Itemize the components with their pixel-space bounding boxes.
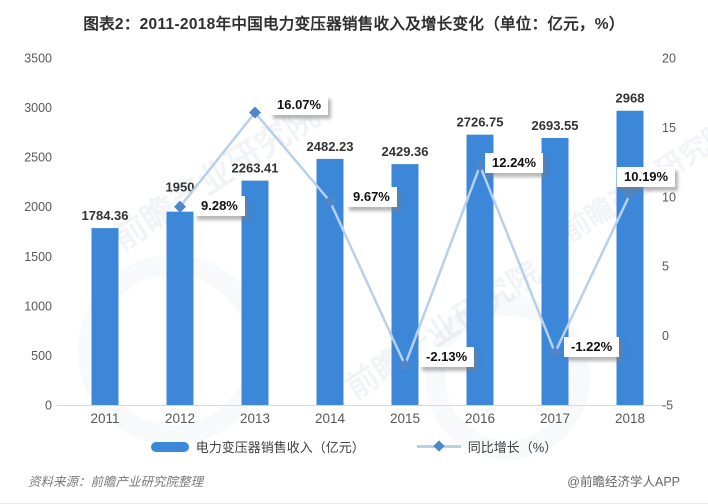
credit-text: @前瞻经济学人APP (567, 475, 680, 489)
right-axis-tick: 0 (662, 329, 669, 343)
legend-label-growth: 同比增长（%） (467, 440, 558, 455)
line-series-swatch (416, 439, 461, 452)
x-axis-label-2017: 2017 (540, 411, 570, 426)
bar-2012 (166, 211, 194, 405)
bar-2013 (241, 180, 269, 405)
x-axis-label-2011: 2011 (90, 411, 119, 426)
bar-value-label-2012: 1950 (166, 180, 195, 195)
bar-value-label-2016: 2726.75 (457, 115, 504, 130)
x-axis-label-2014: 2014 (315, 411, 346, 426)
left-axis-tick: 2500 (24, 151, 52, 165)
left-axis-tick: 3500 (24, 52, 52, 66)
bar-2011 (91, 228, 119, 405)
chart-legend: 电力变压器销售收入（亿元） 同比增长（%） (0, 437, 708, 456)
left-axis-tick: 1000 (24, 299, 52, 313)
growth-label-2016: 12.24% (485, 152, 544, 173)
bar-value-label-2017: 2693.55 (532, 118, 579, 133)
growth-label-2018: 10.19% (617, 167, 676, 188)
bar-value-label-2018: 2968 (616, 91, 645, 106)
chart-title: 图表2：2011-2018年中国电力变压器销售收入及增长变化（单位：亿元，%） (83, 16, 625, 33)
growth-marker (399, 359, 411, 372)
footer: 资料来源：前瞻产业研究院整理 @前瞻经济学人APP (0, 471, 708, 490)
growth-marker (624, 188, 636, 201)
left-axis-tick: 2000 (24, 200, 52, 214)
source-text: 资料来源：前瞻产业研究院整理 (28, 475, 204, 489)
growth-marker (549, 346, 561, 359)
x-axis-label-2013: 2013 (240, 411, 270, 426)
bar-2018 (616, 110, 644, 405)
left-axis-tick: 0 (45, 399, 52, 413)
growth-label-2017: -1.22% (564, 336, 620, 357)
x-axis-label-2016: 2016 (465, 411, 495, 426)
growth-label-2015: -2.13% (419, 347, 475, 368)
growth-label-2012: 9.28% (194, 195, 245, 216)
growth-marker (249, 106, 261, 119)
right-axis-tick: 5 (662, 260, 669, 274)
bar-value-label-2014: 2482.23 (307, 139, 354, 154)
growth-marker (174, 200, 186, 213)
legend-item-growth: 同比增长（%） (416, 437, 558, 456)
x-axis-label-2015: 2015 (390, 411, 420, 426)
diamond-marker-icon (433, 439, 445, 452)
left-axis-tick: 1500 (24, 250, 52, 264)
right-axis-tick: 10 (662, 190, 676, 204)
growth-label-2013: 16.07% (270, 94, 329, 115)
left-axis-tick: 3000 (24, 101, 52, 115)
left-axis-tick: 500 (31, 349, 52, 363)
legend-label-revenue: 电力变压器销售收入（亿元） (195, 440, 365, 455)
bar-series-swatch (150, 441, 189, 452)
right-axis-tick: -5 (662, 399, 673, 413)
bar-value-label-2015: 2429.36 (382, 144, 429, 159)
bar-value-label-2011: 1784.36 (82, 208, 129, 223)
right-axis-tick: 20 (662, 52, 676, 66)
bar-2017 (541, 137, 569, 406)
growth-marker (474, 159, 486, 172)
x-axis-label-2018: 2018 (615, 411, 645, 426)
growth-label-2014: 9.67% (346, 187, 397, 208)
x-axis-label-2012: 2012 (165, 411, 195, 426)
growth-marker (324, 195, 336, 208)
legend-item-revenue: 电力变压器销售收入（亿元） (150, 437, 365, 456)
right-axis-tick: 15 (662, 121, 676, 135)
bar-value-label-2013: 2263.41 (232, 161, 279, 176)
